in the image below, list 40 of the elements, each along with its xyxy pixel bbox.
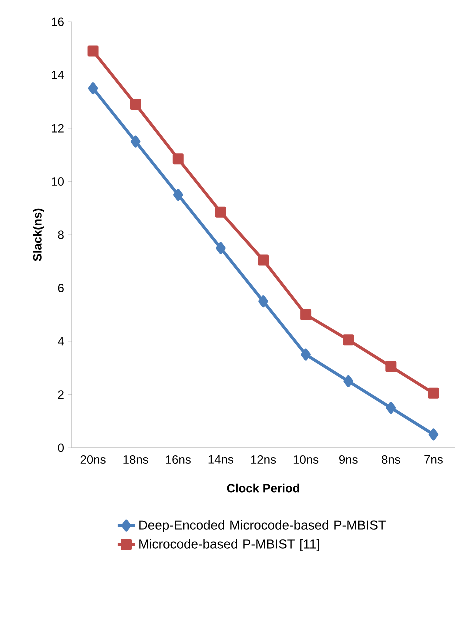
- legend-label: Deep-Encoded Microcode-based P-MBIST: [140, 520, 386, 532]
- point: [300, 309, 312, 320]
- y-tick-label: 2: [58, 390, 64, 399]
- point: [386, 402, 396, 414]
- y-tick-label: 0: [58, 444, 64, 452]
- point: [258, 296, 268, 308]
- x-tick-label: 8ns: [382, 456, 400, 464]
- y-axis-title: Slack(ns): [33, 208, 44, 262]
- x-tick-label: 7ns: [424, 456, 443, 464]
- point: [343, 334, 354, 346]
- y-tick-label: 8: [58, 230, 64, 240]
- x-tick-label: 12ns: [251, 456, 276, 464]
- x-tick-label: 18ns: [124, 456, 148, 464]
- point: [216, 242, 226, 254]
- x-tick-label: 14ns: [208, 456, 234, 464]
- point: [174, 189, 184, 202]
- y-tick-label: 10: [52, 178, 64, 186]
- point: [88, 46, 99, 57]
- point: [215, 206, 226, 218]
- y-tick-label: 12: [52, 124, 64, 133]
- point: [88, 82, 98, 95]
- x-tick-label: 9ns: [340, 456, 358, 464]
- x-axis-title: Clock Period: [227, 484, 300, 493]
- point: [386, 361, 397, 372]
- x-tick-label: 20ns: [80, 456, 106, 464]
- point: [172, 154, 184, 165]
- y-tick-label: 14: [52, 71, 64, 80]
- point: [428, 428, 439, 441]
- y-tick-label: 6: [58, 284, 64, 292]
- y-tick-label: 4: [58, 337, 64, 346]
- point: [428, 388, 440, 399]
- point: [344, 375, 354, 388]
- y-tick-label: 16: [52, 18, 64, 26]
- point: [258, 254, 269, 266]
- x-tick-label: 16ns: [166, 456, 191, 464]
- point: [130, 99, 142, 110]
- point: [301, 348, 311, 361]
- legend-label: Microcode-based P-MBIST [11]: [140, 539, 320, 552]
- x-tick-label: 10ns: [294, 456, 319, 464]
- point: [130, 136, 141, 148]
